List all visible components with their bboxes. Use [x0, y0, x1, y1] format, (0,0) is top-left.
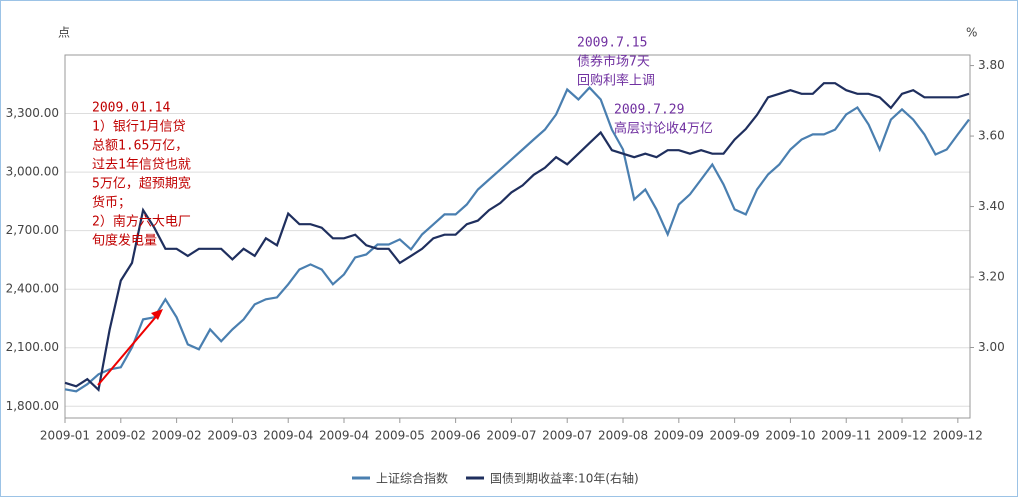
legend-label: 国债到期收益率:10年(右轴) — [490, 471, 639, 486]
x-tick-label: 2009-09 — [654, 429, 704, 443]
annotation: 2009.7.15 — [577, 36, 647, 51]
x-tick-label: 2009-01 — [40, 429, 90, 443]
annotation: 回购利率上调 — [577, 73, 655, 89]
x-tick-label: 2009-08 — [598, 429, 648, 443]
arrow-head — [151, 309, 163, 320]
x-tick-label: 2009-06 — [431, 429, 481, 443]
x-tick-label: 2009-07 — [486, 429, 536, 443]
y2-tick-label: 3.40 — [978, 199, 1005, 213]
plot — [64, 82, 970, 393]
y2-tick-label: 3.20 — [978, 270, 1005, 284]
series-line — [64, 82, 970, 392]
y-tick-label: 2,700.00 — [6, 223, 59, 237]
annotation: 旬度发电量 — [92, 233, 157, 249]
y2-tick-label: 3.80 — [978, 58, 1005, 72]
x-tick-label: 2009-04 — [263, 429, 313, 443]
y-tick-label: 2,400.00 — [6, 282, 59, 296]
annotation: 货币； — [92, 195, 131, 211]
y-tick-label: 1,800.00 — [6, 399, 59, 413]
annotation: 过去1年信贷也就 — [92, 158, 191, 173]
x-tick-label: 2009-02 — [152, 429, 202, 443]
y-tick-label: 2,100.00 — [6, 340, 59, 354]
y2-tick-label: 3.60 — [978, 129, 1005, 143]
x-tick-label: 2009-10 — [765, 429, 815, 443]
x-tick-label: 2009-05 — [375, 429, 425, 443]
annotation: 2009.01.14 — [92, 101, 170, 116]
y2-tick-label: 3.00 — [978, 340, 1005, 354]
x-tick-label: 2009-02 — [96, 429, 146, 443]
x-tick-label: 2009-11 — [821, 429, 871, 443]
y-tick-label: 3,300.00 — [6, 106, 59, 120]
legend-label: 上证综合指数 — [376, 471, 448, 486]
x-tick-label: 2009-03 — [207, 429, 257, 443]
y-unit: 点 — [58, 26, 70, 40]
x-tick-label: 2009-07 — [542, 429, 592, 443]
annotation: 高层讨论收4万亿 — [614, 121, 713, 137]
annotation: 2）南方六大电厂 — [92, 214, 191, 230]
x-tick-label: 2009-12 — [877, 429, 927, 443]
annotation: 1）银行1月信贷 — [92, 120, 186, 135]
y-tick-label: 3,000.00 — [6, 165, 59, 179]
arrow — [97, 311, 161, 386]
annotation: 2009.7.29 — [614, 103, 684, 118]
annotation: 总额1.65万亿， — [92, 139, 188, 154]
x-tick-label: 2009-04 — [319, 429, 369, 443]
plot-frame — [64, 54, 971, 419]
x-tick-label: 2009-12 — [933, 429, 983, 443]
y2-unit: % — [966, 26, 977, 40]
grid — [65, 113, 970, 407]
annotation: 债券市场7天 — [577, 54, 650, 70]
series-line — [64, 85, 970, 393]
annotation: 5万亿，超预期宽 — [92, 176, 191, 192]
x-tick-label: 2009-09 — [710, 429, 760, 443]
